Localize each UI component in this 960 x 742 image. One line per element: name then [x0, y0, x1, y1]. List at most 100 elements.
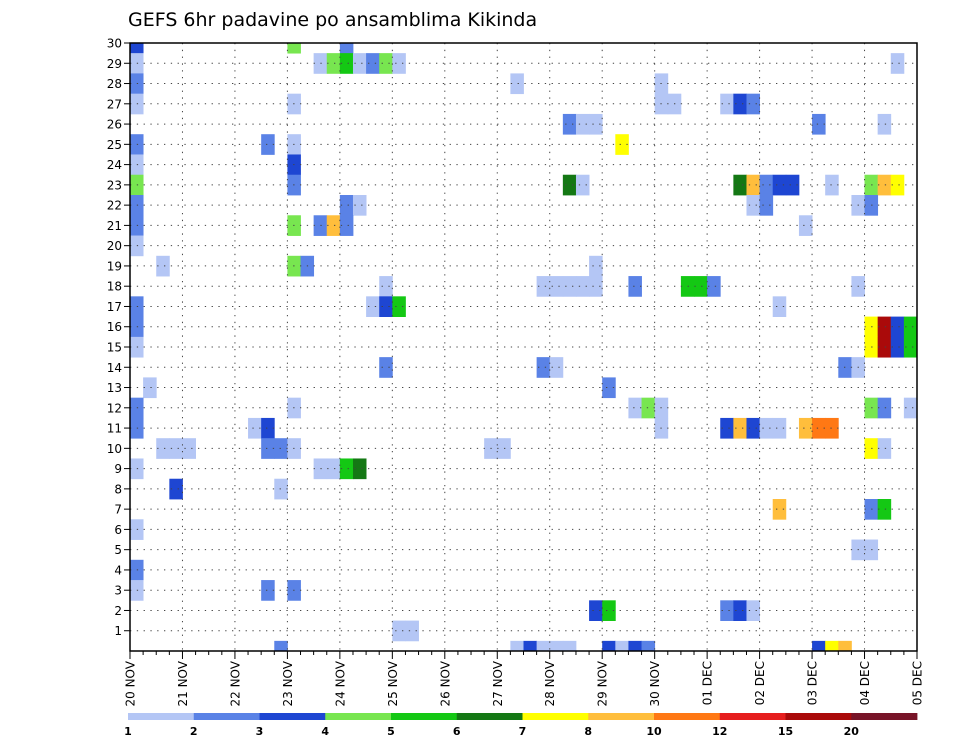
legend-label: 3 — [256, 725, 264, 738]
heatmap-cell — [261, 580, 275, 601]
x-tick-label: 05 DEC — [911, 661, 925, 705]
heatmap-cell — [339, 53, 354, 74]
plot-frame — [129, 42, 918, 652]
x-tick-label: 30 NOV — [648, 660, 662, 706]
y-tick-label: 15 — [107, 341, 122, 355]
heatmap-cell — [838, 640, 852, 652]
y-tick-label: 30 — [107, 37, 122, 51]
heatmap-cell — [746, 195, 760, 216]
heatmap-cell — [746, 600, 760, 621]
x-tick-label: 26 NOV — [438, 660, 452, 706]
heatmap-cell — [602, 600, 616, 621]
heatmap-cell — [707, 276, 721, 297]
heatmap-cell — [772, 296, 787, 317]
heatmap-cell — [903, 397, 918, 419]
x-axis: 20 NOV 21 NOV 22 NOV 23 NOV 24 NOV 25 NOV 26 N… — [124, 651, 925, 707]
y-tick-label: 27 — [107, 97, 122, 111]
heatmap-cell — [746, 417, 760, 439]
legend-label: 5 — [387, 725, 395, 738]
heatmap-cell — [877, 499, 892, 520]
heatmap-cell — [130, 580, 144, 601]
heatmap-cell — [287, 43, 301, 54]
heatmap-cell — [615, 640, 629, 652]
legend-swatch — [654, 713, 721, 720]
heatmap-cell — [392, 53, 406, 74]
y-tick-label: 5 — [114, 543, 122, 557]
heatmap-cell — [720, 417, 734, 439]
legend-swatch — [391, 713, 458, 720]
heatmap-cell — [130, 195, 144, 216]
heatmap-cell — [536, 276, 551, 297]
heatmap-cell — [339, 195, 354, 216]
heatmap-cell — [352, 458, 367, 480]
legend-swatch — [785, 713, 852, 720]
heatmap-cell — [130, 93, 144, 115]
y-tick-label: 3 — [114, 584, 122, 598]
heatmap-cell — [772, 499, 787, 520]
heatmap-cell — [326, 458, 341, 480]
heatmap-cell — [825, 417, 839, 439]
heatmap-cell — [326, 215, 341, 236]
heatmap-cell — [313, 458, 328, 480]
heatmap-cell — [575, 113, 590, 135]
y-tick-label: 21 — [107, 219, 122, 233]
heatmap-cell — [549, 640, 564, 652]
legend-label: 1 — [124, 725, 132, 738]
heatmap-cell — [562, 640, 577, 652]
y-tick-label: 7 — [114, 503, 122, 517]
heatmap-cell — [733, 174, 747, 196]
heatmap-cell — [339, 458, 354, 480]
y-tick-label: 28 — [107, 77, 122, 91]
y-tick-label: 29 — [107, 57, 122, 71]
heatmap-cell — [785, 174, 800, 196]
heatmap-cell — [602, 377, 616, 399]
heatmap-cell — [562, 113, 577, 135]
heatmap-cell — [130, 174, 144, 196]
y-tick-label: 9 — [114, 462, 122, 476]
x-tick-label: 20 NOV — [124, 660, 138, 706]
y-tick-label: 11 — [107, 422, 122, 436]
heatmap-cell — [130, 215, 144, 236]
y-tick-label: 8 — [114, 482, 122, 496]
heatmap-cell — [274, 478, 288, 500]
heatmap-cell — [890, 336, 905, 358]
heatmap-cell — [628, 276, 642, 297]
heatmap-cell — [379, 357, 393, 378]
heatmap-cell — [549, 276, 564, 297]
heatmap-cell — [589, 276, 603, 297]
heatmap-cell — [274, 640, 288, 652]
heatmap-cell — [549, 357, 564, 378]
y-tick-label: 12 — [107, 401, 122, 415]
heatmap-cell — [746, 93, 760, 115]
heatmap-cell — [130, 417, 144, 439]
heatmap-cell — [812, 417, 826, 439]
heatmap-cell — [130, 316, 144, 338]
y-tick-label: 22 — [107, 199, 122, 213]
heatmap-cell — [536, 357, 551, 378]
legend-label: 20 — [844, 725, 860, 738]
heatmap-cell — [903, 316, 918, 338]
heatmap-cell — [877, 316, 892, 338]
y-tick-label: 19 — [107, 259, 122, 273]
heatmap-cell — [405, 620, 419, 642]
heatmap-cell — [379, 276, 393, 297]
heatmap-cell — [589, 600, 603, 621]
heatmap-cell — [562, 174, 577, 196]
heatmap-cell — [130, 53, 144, 74]
heatmap-cell — [182, 438, 196, 459]
x-tick-label: 21 NOV — [176, 660, 190, 706]
heatmap-cell — [759, 195, 774, 216]
y-tick-label: 25 — [107, 138, 122, 152]
color-legend: 1 2 3 4 5 6 7 8 10 12 15 20 — [124, 713, 918, 738]
heatmap-cell — [759, 417, 774, 439]
heatmap-cell — [392, 620, 406, 642]
heatmap-cell — [130, 397, 144, 419]
grid-lines — [130, 42, 917, 651]
heatmap-cell — [602, 640, 616, 652]
heatmap-cell — [274, 438, 288, 459]
heatmap-cell — [352, 53, 367, 74]
legend-swatch — [456, 713, 523, 720]
heatmap-cell — [523, 640, 538, 652]
heatmap-cell — [130, 235, 144, 257]
